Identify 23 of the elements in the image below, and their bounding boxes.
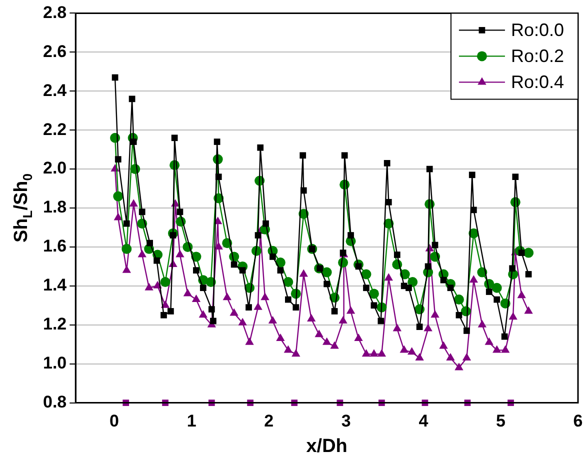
x-tick-label: 3 — [341, 412, 351, 431]
y-tick-label: 2.0 — [42, 158, 67, 178]
legend-label: Ro:0.2 — [510, 46, 564, 66]
x-axis-title: x/Dh — [306, 436, 348, 457]
legend-label: Ro:0.0 — [510, 20, 564, 40]
y-tick-label: 1.2 — [42, 314, 67, 334]
y-tick-label: 1.0 — [42, 354, 67, 373]
x-tick-label: 6 — [573, 412, 583, 431]
x-tick-label: 1 — [186, 412, 196, 431]
y-tick-label: 2.8 — [42, 2, 67, 22]
y-tick-label: 2.6 — [42, 42, 67, 61]
x-tick-label: 2 — [264, 412, 274, 431]
y-tick-label: 1.8 — [42, 198, 67, 217]
y-axis-title: ShL/Sh0 — [11, 173, 35, 243]
x-tick-label: 0 — [110, 412, 120, 431]
y-tick-label: 2.4 — [42, 80, 68, 100]
legend-label: Ro:0.4 — [510, 72, 564, 92]
y-tick-label: 1.4 — [42, 276, 68, 295]
x-tick-label: 4 — [418, 412, 429, 431]
y-tick-label: 2.2 — [42, 120, 67, 139]
y-tick-label: 1.6 — [42, 236, 67, 256]
y-tick-label: 0.8 — [42, 392, 67, 412]
x-tick-label: 5 — [496, 412, 506, 431]
